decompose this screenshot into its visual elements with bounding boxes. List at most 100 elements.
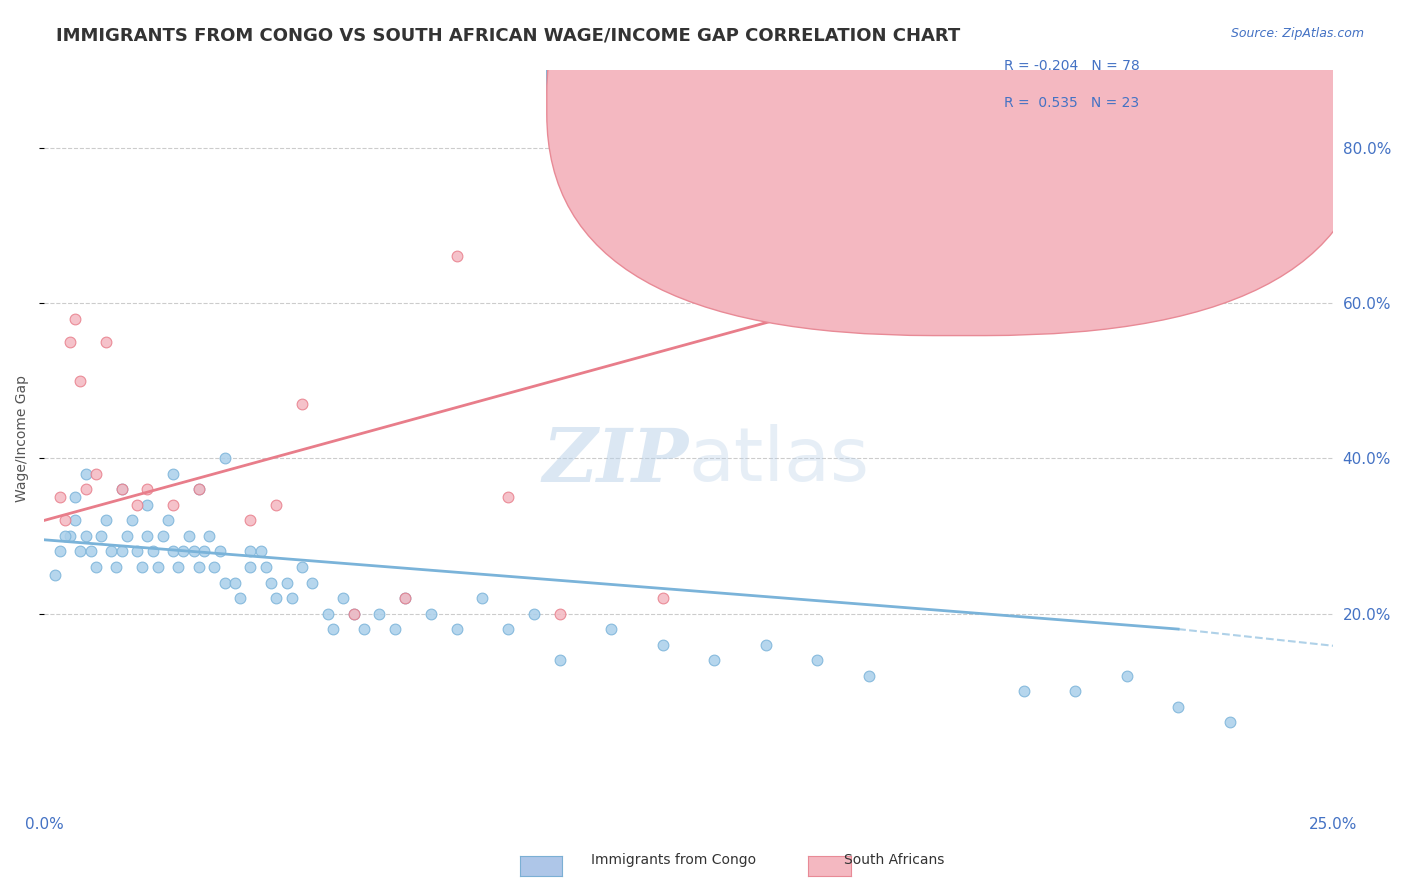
Point xyxy=(198,529,221,543)
Text: ZIP: ZIP xyxy=(543,425,689,497)
Point xyxy=(229,591,252,605)
Point xyxy=(260,575,283,590)
Point xyxy=(471,591,494,605)
Point xyxy=(69,544,91,558)
Point xyxy=(214,575,236,590)
Point xyxy=(44,567,66,582)
Point xyxy=(446,249,468,263)
Point xyxy=(48,544,70,558)
Point xyxy=(214,451,236,466)
Point xyxy=(276,575,298,590)
Point xyxy=(651,591,673,605)
Point xyxy=(131,560,153,574)
Point xyxy=(136,483,159,497)
Point xyxy=(172,544,194,558)
Point xyxy=(202,560,225,574)
Y-axis label: Wage/Income Gap: Wage/Income Gap xyxy=(15,376,30,502)
Point xyxy=(63,311,86,326)
Point xyxy=(264,498,287,512)
Point xyxy=(162,544,184,558)
Point xyxy=(59,529,82,543)
Point xyxy=(156,513,179,527)
Point xyxy=(280,591,302,605)
Point xyxy=(858,668,880,682)
Text: South Africans: South Africans xyxy=(844,853,943,867)
Point xyxy=(167,560,190,574)
Text: R = -0.204   N = 78: R = -0.204 N = 78 xyxy=(1004,60,1140,73)
Point xyxy=(110,544,132,558)
Point xyxy=(94,513,117,527)
Point xyxy=(249,544,271,558)
FancyBboxPatch shape xyxy=(547,0,1371,335)
Point xyxy=(332,591,354,605)
Point xyxy=(208,544,231,558)
Point xyxy=(755,638,778,652)
Point xyxy=(152,529,174,543)
Point xyxy=(63,513,86,527)
Point xyxy=(806,653,828,667)
Point xyxy=(75,483,97,497)
Point xyxy=(264,591,287,605)
Point xyxy=(291,397,314,411)
Point xyxy=(94,334,117,349)
Point xyxy=(239,513,262,527)
Point xyxy=(1167,699,1189,714)
Point xyxy=(1012,684,1035,698)
Point xyxy=(79,544,101,558)
Point xyxy=(384,622,406,636)
Point xyxy=(121,513,143,527)
Point xyxy=(239,560,262,574)
Point xyxy=(110,483,132,497)
Point xyxy=(254,560,277,574)
Point xyxy=(136,529,159,543)
Point xyxy=(193,544,215,558)
FancyBboxPatch shape xyxy=(907,40,1308,129)
Point xyxy=(187,560,209,574)
Point xyxy=(59,334,82,349)
Point xyxy=(316,607,339,621)
Text: atlas: atlas xyxy=(689,425,869,498)
Point xyxy=(187,483,209,497)
Point xyxy=(224,575,246,590)
Point xyxy=(353,622,375,636)
Point xyxy=(183,544,205,558)
Point xyxy=(53,513,76,527)
Point xyxy=(177,529,200,543)
Point xyxy=(100,544,122,558)
Point xyxy=(419,607,441,621)
Point xyxy=(48,490,70,504)
Point xyxy=(125,544,148,558)
Point xyxy=(703,653,725,667)
Point xyxy=(368,607,391,621)
Point xyxy=(342,607,364,621)
Point xyxy=(115,529,138,543)
Point xyxy=(755,280,778,294)
Point xyxy=(141,544,163,558)
Text: Immigrants from Congo: Immigrants from Congo xyxy=(591,853,755,867)
Point xyxy=(239,544,262,558)
Point xyxy=(162,467,184,481)
Point xyxy=(342,607,364,621)
Point xyxy=(548,607,571,621)
Text: IMMIGRANTS FROM CONGO VS SOUTH AFRICAN WAGE/INCOME GAP CORRELATION CHART: IMMIGRANTS FROM CONGO VS SOUTH AFRICAN W… xyxy=(56,27,960,45)
Point xyxy=(90,529,112,543)
Point xyxy=(291,560,314,574)
Point xyxy=(394,591,416,605)
Point xyxy=(1219,715,1241,730)
Text: R =  0.535   N = 23: R = 0.535 N = 23 xyxy=(1004,96,1139,111)
Point xyxy=(69,374,91,388)
Point xyxy=(523,607,546,621)
Point xyxy=(53,529,76,543)
Point xyxy=(75,467,97,481)
Point xyxy=(1064,684,1087,698)
Point xyxy=(301,575,323,590)
Point xyxy=(162,498,184,512)
Point xyxy=(496,490,519,504)
Point xyxy=(75,529,97,543)
Point xyxy=(446,622,468,636)
Point xyxy=(548,653,571,667)
Point xyxy=(146,560,169,574)
Point xyxy=(84,467,107,481)
Point xyxy=(84,560,107,574)
Point xyxy=(651,638,673,652)
